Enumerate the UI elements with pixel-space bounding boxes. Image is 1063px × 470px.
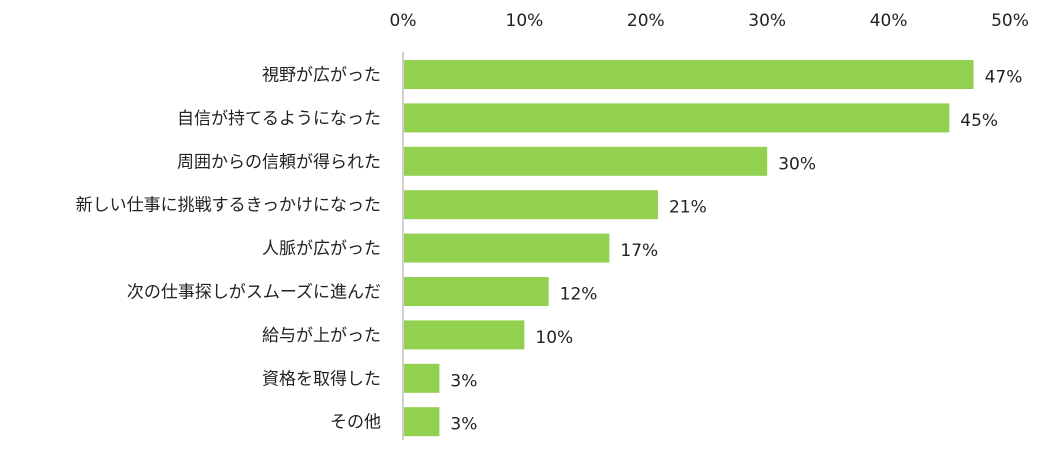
- category-label: 次の仕事探しがスムーズに進んだ: [127, 283, 381, 303]
- bar-7: [404, 320, 525, 350]
- category-label: 周囲からの信頼が得られた: [177, 152, 381, 172]
- bar-8: [404, 363, 440, 393]
- data-label: 21%: [669, 198, 707, 218]
- category-label: 視野が広がった: [262, 66, 381, 86]
- category-label: その他: [330, 413, 381, 433]
- data-label: 45%: [960, 111, 998, 131]
- data-label: 17%: [620, 241, 658, 261]
- data-label: 3%: [450, 415, 477, 435]
- category-label: 給与が上がった: [262, 326, 381, 346]
- bar-5: [404, 233, 610, 263]
- x-tick-label: 30%: [748, 11, 786, 31]
- data-label: 10%: [535, 328, 573, 348]
- category-label: 資格を取得した: [262, 369, 381, 389]
- x-tick-label: 40%: [870, 11, 908, 31]
- data-label: 12%: [560, 285, 598, 305]
- category-label: 自信が持てるようになった: [177, 109, 381, 129]
- x-tick-label: 20%: [627, 11, 665, 31]
- category-label: 人脈が広がった: [262, 239, 381, 259]
- bar-1: [404, 60, 974, 89]
- bar-2: [404, 103, 950, 133]
- data-label: 47%: [985, 68, 1023, 88]
- bar-6: [404, 277, 549, 306]
- bar-9: [404, 407, 440, 437]
- category-label: 新しい仕事に挑戦するきっかけになった: [76, 196, 381, 216]
- bar-3: [404, 146, 768, 176]
- x-tick-label: 10%: [506, 11, 544, 31]
- data-label: 30%: [778, 154, 816, 174]
- x-tick-label: 0%: [390, 11, 417, 31]
- x-tick-label: 50%: [991, 11, 1029, 31]
- bar-4: [404, 190, 658, 220]
- data-label: 3%: [450, 371, 477, 391]
